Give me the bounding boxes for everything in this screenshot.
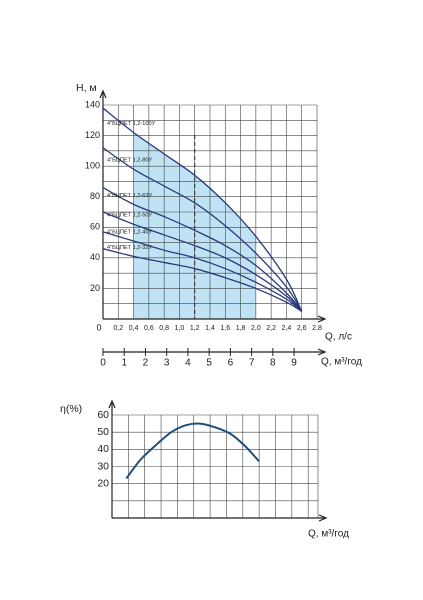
- curve: [125, 422, 260, 480]
- x-axis-arrow: [318, 514, 328, 522]
- curve-label: 4"БЦПЕТ 1,2-100У: [107, 121, 156, 127]
- curve: [102, 231, 303, 312]
- y-tick-label: 120: [85, 130, 100, 140]
- x-tick-label: 1,4: [205, 325, 215, 332]
- x-tick-label: 2,2: [266, 325, 276, 332]
- x2-tick-label: 0: [100, 358, 106, 369]
- x-axis-label: Q, л/с: [325, 332, 352, 343]
- x-tick-label: 2,0: [251, 325, 261, 332]
- curve-label: 4"БЦПЕТ 1,2-63У: [107, 193, 152, 199]
- x-tick-label: 1,2: [190, 325, 200, 332]
- curve: [102, 211, 303, 312]
- x-tick-label: 0: [96, 322, 101, 332]
- x-tick-label: 0,2: [113, 325, 123, 332]
- y-tick-label: 140: [85, 99, 100, 109]
- curve-label: 4"БЦПЕТ 1,2-40У: [107, 230, 152, 236]
- y-tick-label: 20: [90, 283, 100, 293]
- x2-tick-label: 8: [270, 358, 276, 369]
- curve-label: 4"БЦПЕТ 1,2-80У: [107, 158, 152, 164]
- y-tick-label: 40: [97, 443, 109, 455]
- x-tick-label: 1,6: [220, 325, 230, 332]
- x2-tick-label: 7: [249, 358, 255, 369]
- curve-label: 4"БЦПЕТ 1,2-32У: [107, 245, 152, 251]
- x2-tick-label: 5: [206, 358, 212, 369]
- x2-tick-label: 4: [185, 358, 191, 369]
- y-tick-label: 30: [97, 460, 109, 472]
- y-tick-label: 100: [85, 161, 100, 171]
- curve: [102, 186, 303, 312]
- x2-tick-label: 2: [143, 358, 149, 369]
- y-axis-arrow: [99, 89, 107, 99]
- x-tick-label: 2,4: [282, 325, 292, 332]
- y-tick-label: 60: [97, 409, 109, 421]
- x-tick-label: 0,6: [144, 325, 154, 332]
- x2-tick-label: 9: [291, 358, 297, 369]
- y-axis-arrow: [108, 399, 116, 409]
- x-tick-label: 2,8: [312, 325, 322, 332]
- curve: [102, 107, 303, 312]
- curve: [102, 147, 303, 312]
- x-axis-arrow: [317, 315, 327, 323]
- y-axis-label: η(%): [60, 403, 82, 415]
- x-axis-label: Q, м³/год: [308, 529, 349, 540]
- y-tick-label: 80: [90, 191, 100, 201]
- curve-label: 4"БЦПЕТ 1,2-50У: [107, 213, 152, 219]
- y-tick-label: 60: [90, 222, 100, 232]
- x-tick-label: 2,6: [297, 325, 307, 332]
- y-axis-label: Н, м: [76, 82, 97, 94]
- x2-tick-label: 1: [121, 358, 127, 369]
- y-tick-label: 20: [97, 477, 109, 489]
- y-tick-label: 50: [97, 426, 109, 438]
- x-tick-label: 0,8: [159, 325, 169, 332]
- x-tick-label: 0,4: [129, 325, 139, 332]
- x2-tick-label: 3: [164, 358, 170, 369]
- x-tick-label: 1,8: [236, 325, 246, 332]
- y-tick-label: 40: [90, 252, 100, 262]
- x2-tick-label: 6: [228, 358, 234, 369]
- curve: [102, 248, 303, 312]
- x-tick-label: 1,0: [175, 325, 185, 332]
- x2-axis-label: Q, м³/год: [321, 357, 362, 368]
- x2-axis-arrow: [317, 348, 327, 356]
